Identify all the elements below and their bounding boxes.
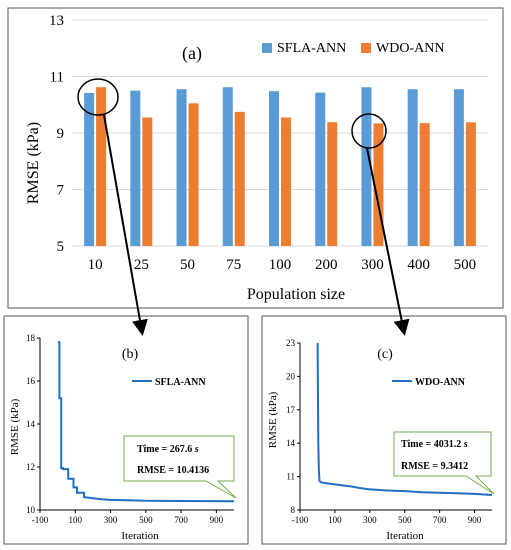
panel-a-x-tick-label: 500: [454, 257, 477, 273]
zoom-arrow-c: [366, 147, 410, 336]
panel-a-y-tick-label: 9: [57, 126, 65, 142]
panel-c-y-tick-label: 8: [291, 505, 296, 515]
panel-b-y-tick-label: 12: [26, 462, 35, 472]
panel-a-x-tick-label: 400: [407, 257, 430, 273]
bar-sfla-ann: [315, 92, 326, 246]
panel-c-y-tick-label: 11: [286, 472, 295, 482]
panel-a-y-tick-label: 7: [57, 183, 65, 199]
panel-b-y-tick-label: 14: [26, 419, 36, 429]
bar-sfla-ann: [453, 89, 464, 247]
panel-a-x-tick-label: 200: [315, 257, 338, 273]
callout-rmse-c: RMSE = 9.3412: [401, 461, 468, 472]
bar-wdo-ann: [373, 123, 384, 246]
panel-a-y-axis-label: RMSE (kPa): [25, 122, 42, 204]
bar-sfla-ann: [130, 90, 141, 246]
panel-c-y-tick-label: 23: [286, 338, 296, 348]
zoom-circle-b: [77, 78, 119, 116]
panel-c-frame: [261, 315, 507, 545]
panel-c-legend: WDO-ANN: [392, 377, 466, 388]
panel-c-y-tick-label: 17: [286, 405, 296, 415]
panel-b-y-tick-label: 18: [26, 333, 36, 343]
bar-wdo-ann: [142, 117, 153, 247]
panel-a-x-tick-label: 10: [88, 257, 103, 273]
panel-c-y-tick-label: 20: [286, 371, 296, 381]
panel-a-legend: SFLA-ANN WDO-ANN: [262, 41, 444, 56]
zoom-arrow-b: [103, 114, 148, 336]
bar-sfla-ann: [176, 89, 187, 247]
panel-c-series-line: [316, 342, 493, 496]
panel-a-label: (a): [182, 43, 202, 64]
panel-b-line-chart: 10 12 14 16 18 -100 100 300 500 700 900 (b) RMSE (…: [3, 315, 249, 545]
bar-wdo-ann: [465, 122, 476, 246]
bar-wdo-ann: [327, 122, 338, 246]
bar-sfla-ann: [407, 89, 418, 247]
panel-b-x-tick-label: 900: [210, 515, 224, 525]
panel-b-frame: [3, 315, 249, 545]
legend-swatch-wdo: [361, 43, 371, 53]
bar-sfla-ann: [222, 87, 233, 246]
legend-label-wdo-c: WDO-ANN: [415, 377, 466, 388]
panel-b-series-line: [57, 341, 235, 503]
panel-c-x-tick-label: 300: [363, 515, 377, 525]
panel-a-x-tick-label: 50: [180, 257, 195, 273]
panel-a-frame: [7, 7, 504, 309]
panel-b-x-axis-label: Iteration: [121, 530, 159, 542]
callout-box-c: [393, 431, 495, 495]
panel-b-callout: Time = 267.6 s RMSE = 10.4136: [123, 435, 237, 499]
panel-c-x-tick-label: 100: [328, 515, 342, 525]
legend-label-wdo: WDO-ANN: [376, 41, 444, 56]
panel-a-x-tick-label: 25: [134, 257, 149, 273]
panel-b-y-tick-label: 16: [26, 376, 36, 386]
panel-a-x-tick-label: 100: [269, 257, 292, 273]
zoom-annotations: [77, 78, 410, 336]
panel-b-label: (b): [122, 347, 139, 362]
panel-b-x-tick-label: 700: [174, 515, 188, 525]
legend-label-sfla-b: SFLA-ANN: [155, 377, 206, 388]
callout-time-b: Time = 267.6 s: [137, 444, 199, 455]
bar-sfla-ann: [361, 87, 372, 246]
legend-swatch-sfla: [262, 43, 272, 53]
bar-sfla-ann: [84, 92, 95, 246]
panel-a-x-tick-label: 300: [361, 257, 384, 273]
panel-a-x-axis-label: Population size: [247, 286, 345, 303]
callout-box-b: [123, 435, 237, 499]
panel-b-x-tick-label: 500: [139, 515, 153, 525]
bar-sfla-ann: [269, 91, 279, 246]
legend-label-sfla: SFLA-ANN: [277, 41, 346, 56]
callout-time-c: Time = 4031.2 s: [401, 439, 468, 450]
panel-a-y-tick-label: 5: [57, 239, 65, 255]
panel-c-x-axis-label: Iteration: [386, 530, 424, 542]
panel-b-x-tick-label: 100: [69, 515, 83, 525]
panel-b-x-tick-label: 300: [104, 515, 118, 525]
panel-c-y-tick-label: 14: [286, 438, 296, 448]
panel-c-line-chart: 8 11 14 17 20 23 -100 100 300 500 700 900 (c) RMSE …: [261, 315, 507, 545]
panel-c-x-tick-label: 700: [433, 515, 447, 525]
panel-b-legend: SFLA-ANN: [132, 377, 206, 388]
panel-c-x-tick-label: -100: [292, 515, 309, 525]
panel-b-y-tick-label: 10: [26, 505, 36, 515]
bar-wdo-ann: [96, 87, 107, 246]
panel-a-y-tick-label: 11: [50, 70, 64, 86]
zoom-circle-c: [351, 113, 387, 149]
bar-wdo-ann: [419, 123, 430, 246]
callout-rmse-b: RMSE = 10.4136: [137, 465, 209, 476]
panel-c-label: (c): [377, 347, 393, 362]
panel-c-x-tick-label: 900: [468, 515, 482, 525]
panel-a-x-tick-label: 75: [226, 257, 241, 273]
panel-c-callout: Time = 4031.2 s RMSE = 9.3412: [393, 431, 495, 495]
bar-wdo-ann: [234, 111, 245, 246]
panel-b-y-axis-label: RMSE (kPa): [9, 398, 21, 455]
panel-a-y-tick-label: 13: [49, 13, 64, 29]
bar-wdo-ann: [188, 103, 199, 247]
panel-c-x-tick-label: 500: [398, 515, 412, 525]
panel-c-y-axis-label: RMSE (kPa): [267, 391, 279, 448]
bar-wdo-ann: [281, 117, 291, 247]
panel-a-bar-chart: 5 7 9 11 13 10 25 50 75 100 200 300 400 500 (a) RMSE…: [7, 7, 504, 309]
panel-b-x-tick-label: -100: [32, 515, 49, 525]
